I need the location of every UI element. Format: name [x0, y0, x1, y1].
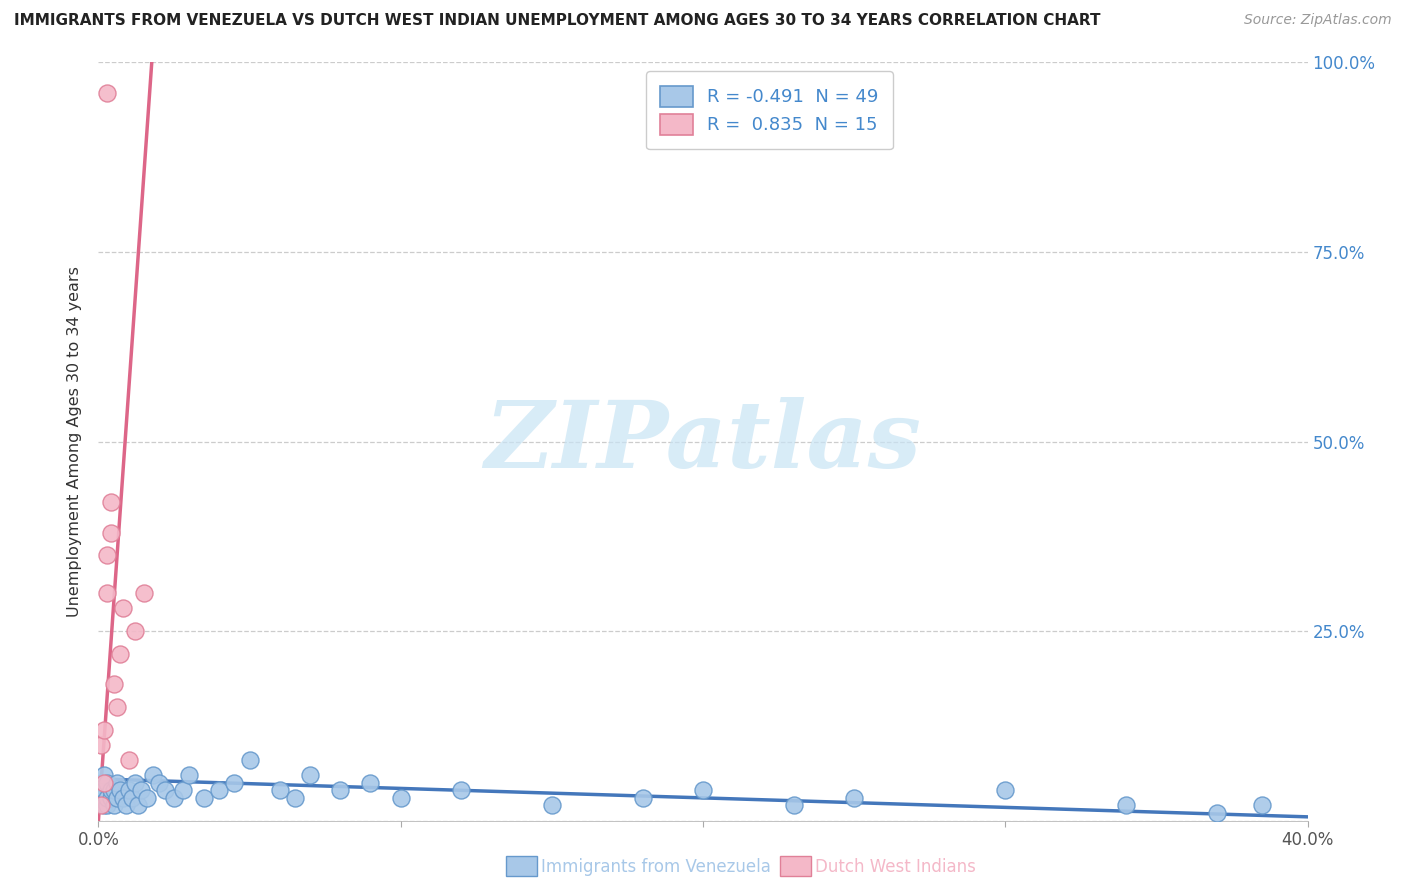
Point [193, 791, 215, 805]
Point [96, 548, 118, 563]
Point [93, 783, 115, 797]
Point [127, 798, 149, 813]
Point [360, 776, 382, 790]
Point [844, 791, 866, 805]
Legend: R = -0.491  N = 49, R =  0.835  N = 15: R = -0.491 N = 49, R = 0.835 N = 15 [645, 71, 893, 149]
Point [540, 798, 562, 813]
Point [124, 776, 146, 790]
Point [108, 783, 131, 797]
Point [100, 495, 122, 509]
Point [96, 586, 118, 600]
Point [90, 798, 112, 813]
Point [111, 601, 134, 615]
Point [783, 798, 806, 813]
Point [208, 783, 231, 797]
Point [239, 753, 262, 767]
Point [96, 798, 118, 813]
Point [135, 791, 157, 805]
Point [153, 783, 176, 797]
Text: ZIPatlas: ZIPatlas [485, 397, 921, 486]
Text: Immigrants from Venezuela: Immigrants from Venezuela [541, 858, 770, 876]
Point [96, 776, 118, 790]
Point [90, 776, 112, 790]
Point [103, 677, 125, 691]
Point [100, 791, 122, 805]
Point [389, 791, 412, 805]
Point [994, 783, 1017, 797]
Point [93, 776, 115, 790]
Point [103, 783, 125, 797]
Point [114, 798, 136, 813]
Point [118, 783, 141, 797]
Point [93, 798, 115, 813]
Point [142, 768, 165, 782]
Point [224, 776, 246, 790]
Point [284, 791, 307, 805]
Point [450, 783, 472, 797]
Point [172, 783, 194, 797]
Point [96, 86, 118, 100]
Point [118, 753, 141, 767]
Point [121, 791, 143, 805]
Point [124, 624, 146, 639]
Text: Source: ZipAtlas.com: Source: ZipAtlas.com [1244, 13, 1392, 28]
Point [105, 699, 128, 714]
Point [93, 723, 115, 737]
Point [148, 776, 170, 790]
Point [692, 783, 714, 797]
Point [90, 791, 112, 805]
Point [93, 768, 115, 782]
Point [631, 791, 654, 805]
Point [299, 768, 322, 782]
Point [269, 783, 291, 797]
Point [105, 791, 128, 805]
Point [105, 776, 128, 790]
Point [90, 738, 112, 752]
Point [108, 647, 131, 661]
Point [163, 791, 186, 805]
Point [1251, 798, 1274, 813]
Text: IMMIGRANTS FROM VENEZUELA VS DUTCH WEST INDIAN UNEMPLOYMENT AMONG AGES 30 TO 34 : IMMIGRANTS FROM VENEZUELA VS DUTCH WEST … [14, 13, 1101, 29]
Point [179, 768, 201, 782]
Point [132, 586, 155, 600]
Point [96, 791, 118, 805]
Point [103, 798, 125, 813]
Point [129, 783, 152, 797]
Point [329, 783, 352, 797]
Y-axis label: Unemployment Among Ages 30 to 34 years: Unemployment Among Ages 30 to 34 years [67, 266, 83, 617]
Point [111, 791, 134, 805]
Point [1115, 798, 1137, 813]
Point [100, 525, 122, 540]
Point [1206, 806, 1229, 821]
Point [100, 783, 122, 797]
Text: Dutch West Indians: Dutch West Indians [815, 858, 976, 876]
